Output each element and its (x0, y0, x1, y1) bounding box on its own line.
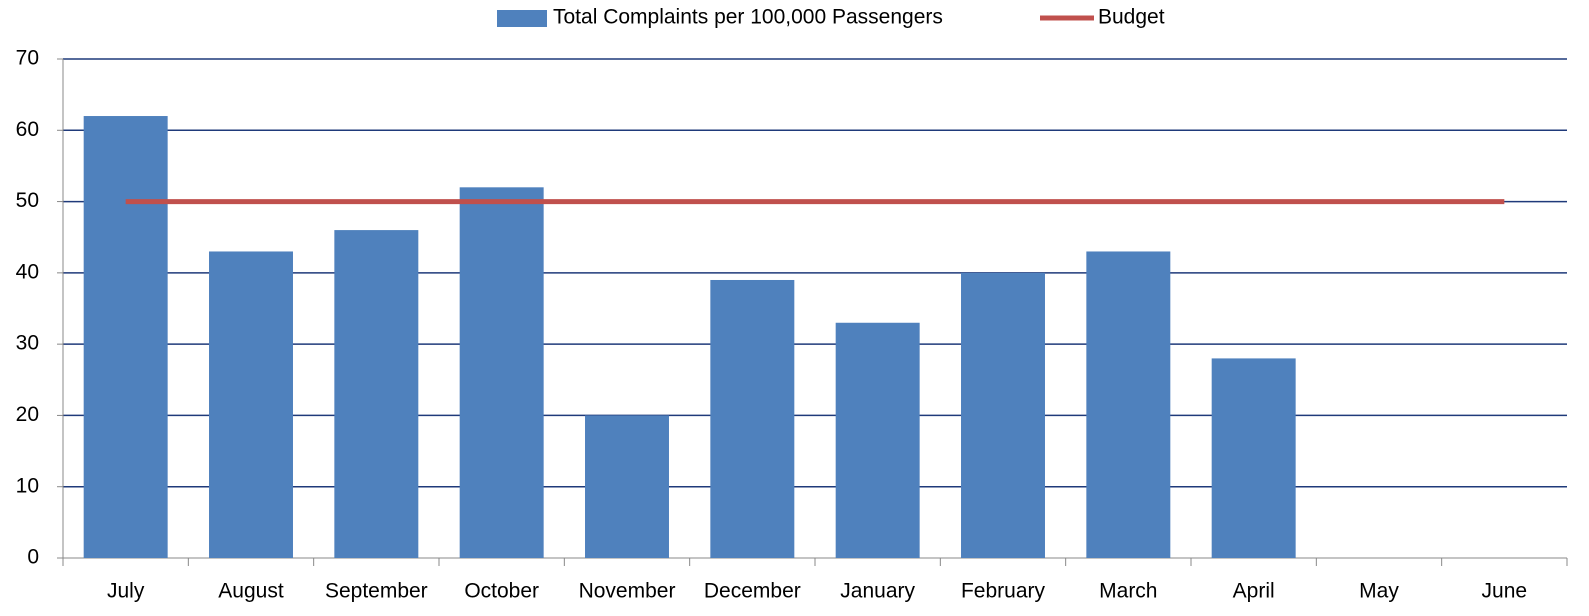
x-tick-label: June (1482, 580, 1528, 603)
x-tick-label: February (961, 580, 1046, 603)
x-tick-label: December (704, 580, 801, 603)
bar (459, 187, 544, 559)
y-tick-label: 0 (27, 546, 39, 569)
bar (334, 230, 419, 559)
y-tick-label: 50 (16, 189, 39, 212)
y-tick-label: 70 (16, 47, 39, 70)
x-tick-label: January (840, 580, 915, 603)
bar (585, 415, 669, 558)
x-tick-label: March (1099, 580, 1157, 603)
legend-swatch (497, 10, 547, 27)
y-tick-label: 10 (16, 474, 39, 497)
x-tick-label: July (107, 580, 145, 603)
y-tick-label: 20 (16, 403, 39, 426)
bar (1086, 251, 1171, 558)
bar (209, 251, 293, 558)
legend-label: Budget (1098, 6, 1165, 29)
y-tick-label: 40 (16, 260, 39, 283)
y-tick-label: 30 (16, 332, 39, 355)
y-tick-label: 60 (16, 118, 39, 141)
x-tick-label: October (464, 580, 539, 603)
x-tick-label: November (579, 580, 676, 603)
bar (1211, 358, 1296, 558)
x-tick-label: September (325, 580, 428, 603)
x-tick-label: August (218, 580, 284, 603)
legend-label: Total Complaints per 100,000 Passengers (553, 6, 943, 29)
bar (835, 322, 920, 558)
x-tick-label: April (1233, 580, 1275, 603)
bar (961, 272, 1045, 558)
bar (710, 279, 795, 558)
bar (83, 116, 168, 559)
x-tick-label: May (1359, 580, 1399, 603)
